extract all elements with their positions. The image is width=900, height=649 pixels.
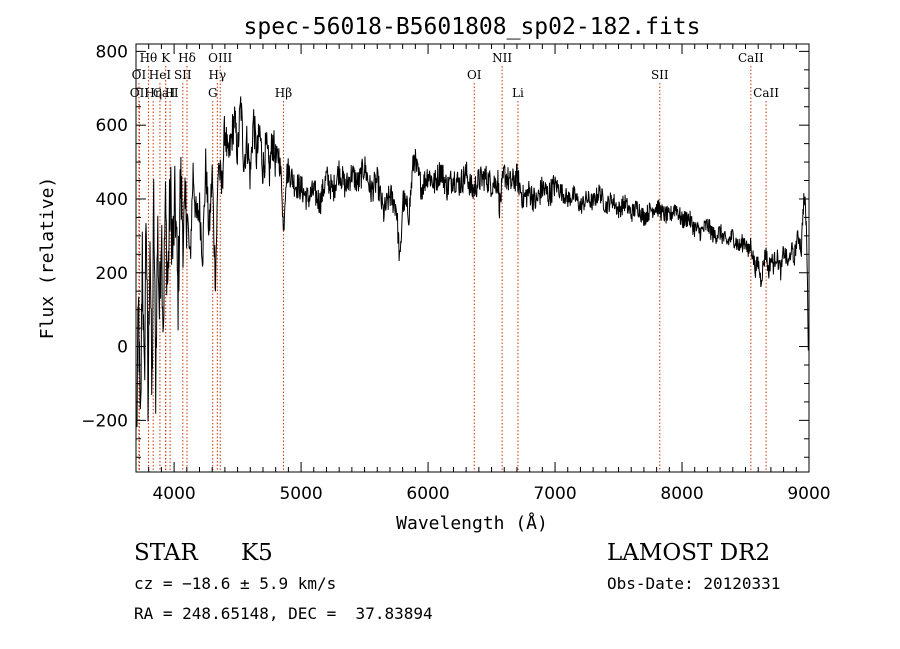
x-tick-label: 5000	[279, 484, 322, 504]
line-label-2: K	[161, 51, 171, 65]
line-label-0: CaII	[153, 86, 179, 100]
line-label-7: OI	[132, 68, 147, 82]
observation-date: Obs-Date: 20120331	[607, 574, 781, 593]
object-subclass: K5	[241, 540, 273, 566]
line-label-15: H	[165, 86, 175, 100]
line-label-6: CaII	[738, 51, 764, 65]
line-label-17: Hβ	[275, 86, 292, 100]
x-tick-label: 6000	[406, 484, 449, 504]
line-label-11: OI	[467, 68, 482, 82]
y-tick-label: 0	[117, 338, 128, 358]
line-label-19: CaII	[753, 86, 779, 100]
x-axis: 4000 5000 6000 7000 8000 9000	[135, 44, 831, 504]
line-label-12: SII	[651, 68, 669, 82]
y-tick-label: −200	[81, 411, 128, 431]
line-label-1: Hθ	[140, 51, 158, 65]
line-label-3: Hδ	[178, 51, 196, 65]
line-label-13: OII	[130, 86, 150, 100]
x-tick-label: 7000	[533, 484, 576, 504]
line-label-4: OIII	[208, 51, 232, 65]
line-label-5: NII	[492, 51, 512, 65]
sky-coordinates: RA = 248.65148, DEC = 37.83894	[134, 604, 433, 623]
y-tick-label: 600	[96, 116, 128, 136]
line-label-16: G	[208, 86, 218, 100]
survey-name: LAMOST DR2	[607, 540, 771, 566]
redshift-velocity: cz = −18.6 ± 5.9 km/s	[134, 574, 337, 593]
y-axis: −200 0 200 400 600 800	[81, 42, 809, 458]
line-label-9: SII	[174, 68, 192, 82]
spectrum-series	[136, 96, 809, 428]
y-tick-label: 200	[96, 264, 128, 284]
chart-title: spec-56018-B5601808_sp02-182.fits	[244, 14, 701, 40]
y-tick-label: 800	[96, 42, 128, 62]
line-label-8: HeI	[149, 68, 172, 82]
line-label-18: Li	[512, 86, 524, 100]
x-tick-label: 8000	[660, 484, 703, 504]
y-axis-label: Flux (relative)	[37, 177, 58, 340]
plot-frame	[135, 43, 810, 473]
line-label-14: Hη	[144, 86, 162, 100]
line-label-10: Hγ	[209, 68, 227, 82]
y-tick-label: 400	[96, 190, 128, 210]
x-axis-label: Wavelength (Å)	[396, 512, 548, 534]
spectrum-line	[136, 96, 809, 428]
x-tick-label: 4000	[152, 484, 195, 504]
object-class: STAR	[134, 540, 198, 566]
x-tick-label: 9000	[787, 484, 830, 504]
